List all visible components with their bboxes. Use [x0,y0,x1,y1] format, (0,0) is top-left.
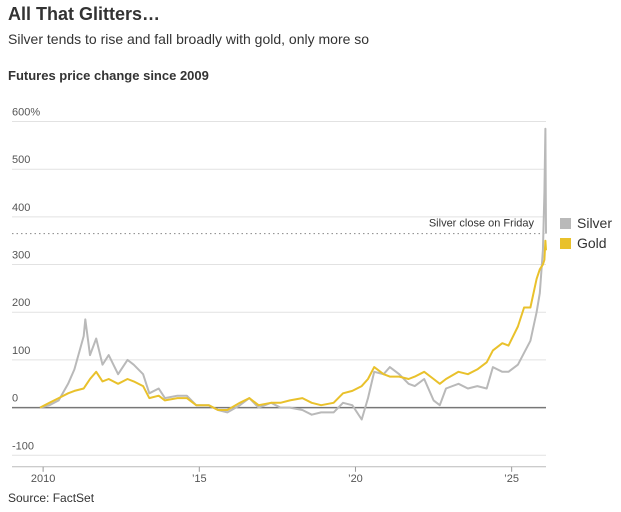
y-tick-label: 100 [12,345,30,357]
series-line [39,127,547,421]
x-tick-label: ’20 [348,473,363,485]
legend-label: Silver [577,215,612,231]
chart-title: Futures price change since 2009 [8,68,209,83]
legend-swatch [560,218,571,229]
legend-label: Gold [577,235,607,251]
source: Source: FactSet [8,491,95,505]
x-tick-label: ’25 [504,473,519,485]
legend-swatch [560,238,571,249]
y-tick-label: 200 [12,297,30,309]
annotation-text: Silver close on Friday [429,218,535,230]
subtitle: Silver tends to rise and fall broadly wi… [8,31,369,47]
x-tick-label: 2010 [31,473,55,485]
y-tick-label: 500 [12,154,30,166]
y-tick-label: -100 [12,440,34,452]
y-tick-label: 0 [12,393,18,405]
title: All That Glitters… [8,4,160,24]
x-tick-label: ’15 [192,473,207,485]
y-tick-label: 600% [12,107,40,119]
y-tick-label: 400 [12,202,30,214]
series-line [39,239,547,411]
y-tick-label: 300 [12,250,30,262]
